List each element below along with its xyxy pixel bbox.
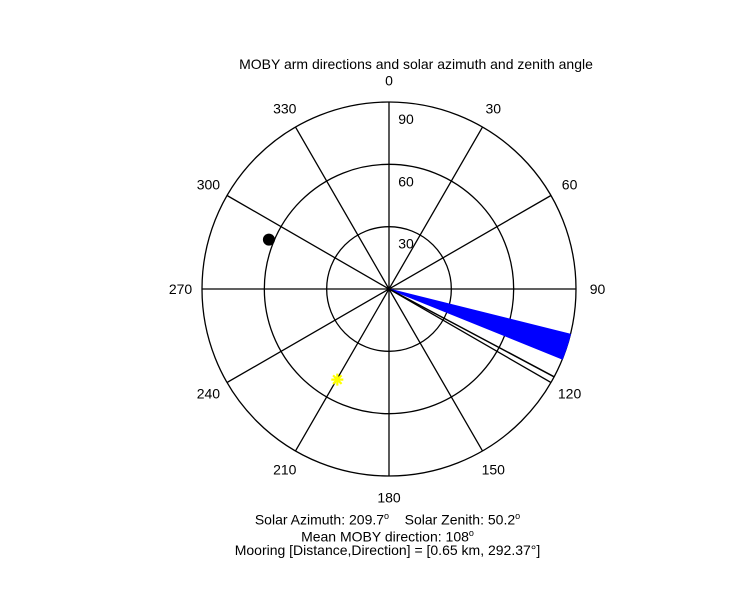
mean-moby-direction-text: Mean MOBY direction: 108 xyxy=(301,528,469,545)
info-line-1: Solar Azimuth: 209.7o Solar Zenith: 50.2… xyxy=(0,508,750,529)
angle-tick-label: 210 xyxy=(273,462,297,478)
solar-azimuth-text: Solar Azimuth: 209.7 xyxy=(254,511,385,528)
info-line-2: Mean MOBY direction: 108o xyxy=(0,525,750,546)
grid-ring-30 xyxy=(326,226,452,352)
grid-ring-90 xyxy=(201,101,577,477)
moby-arm-wedge xyxy=(388,288,572,360)
angle-tick-label: 240 xyxy=(197,385,221,401)
degree-sign: o xyxy=(384,511,390,521)
moby-mean-direction-line xyxy=(388,288,555,378)
angle-tick-label: 0 xyxy=(385,72,393,88)
angle-tick-labels: 0 30 60 90 120 150 180 210 240 270 300 330 xyxy=(169,72,606,505)
angle-tick-label: 330 xyxy=(273,100,297,116)
grid-ring-60 xyxy=(263,163,515,415)
radial-grid xyxy=(201,101,577,477)
info-line-3: Mooring [Distance,Direction] = [0.65 km,… xyxy=(0,542,750,559)
sun-marker-stroke xyxy=(332,374,343,385)
mooring-text: Mooring [Distance,Direction] = [0.65 km,… xyxy=(234,542,541,558)
angle-tick-label: 90 xyxy=(590,281,606,297)
angle-tick-label: 300 xyxy=(197,177,221,193)
angle-tick-label: 120 xyxy=(558,385,582,401)
mooring-marker xyxy=(262,233,275,246)
angle-tick-label: 60 xyxy=(562,177,578,193)
radial-tick-label: 60 xyxy=(398,173,414,189)
chart-title: MOBY arm directions and solar azimuth an… xyxy=(239,56,593,72)
angle-tick-label: 180 xyxy=(377,490,401,506)
data-layer xyxy=(262,233,572,386)
angle-tick-label: 270 xyxy=(169,281,193,297)
sun-marker xyxy=(331,373,344,386)
radial-tick-labels: 30 60 90 xyxy=(398,111,414,252)
radial-tick-label: 90 xyxy=(398,111,414,127)
angle-tick-label: 150 xyxy=(482,462,506,478)
radial-tick-label: 30 xyxy=(398,236,414,252)
solar-zenith-text: Solar Zenith: 50.2 xyxy=(404,511,516,528)
angle-tick-label: 30 xyxy=(485,100,501,116)
degree-sign: o xyxy=(468,528,474,538)
degree-sign: o xyxy=(515,511,521,521)
